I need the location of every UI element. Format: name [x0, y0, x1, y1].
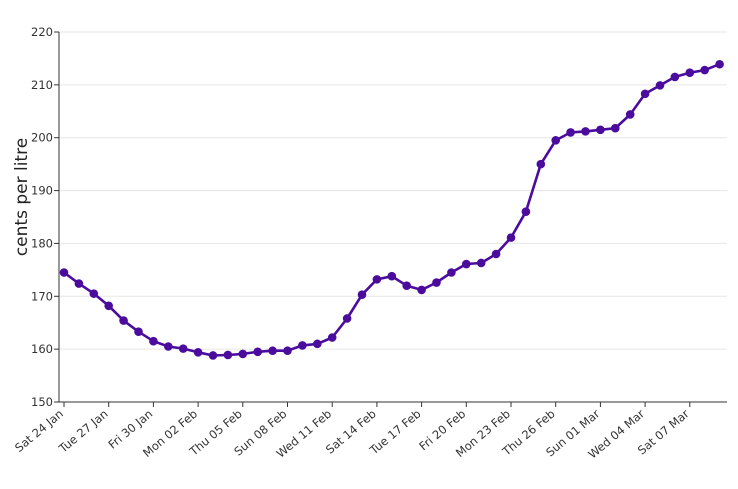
y-axis-ticks: 150 160 170 180 190 200 210 220: [31, 25, 59, 409]
data-point: [193, 348, 203, 357]
data-point: [298, 341, 307, 350]
y-axis-title: cents per litre: [12, 138, 32, 256]
y-tick-label: 180: [31, 236, 53, 250]
data-point: [476, 258, 486, 268]
y-tick-label: 170: [31, 289, 53, 303]
y-tick-label: 190: [31, 184, 53, 198]
data-point: [89, 289, 99, 298]
data-point: [313, 339, 322, 349]
data-point: [491, 249, 501, 259]
y-tick-label: 160: [31, 342, 53, 356]
data-point: [625, 110, 635, 119]
y-tick-label: 150: [31, 395, 53, 409]
data-point: [283, 346, 292, 356]
data-point: [536, 159, 546, 169]
data-point: [581, 127, 590, 136]
series-line: [62, 62, 721, 357]
data-point: [164, 342, 173, 351]
grid-lines: [59, 31, 727, 350]
data-point: [417, 285, 426, 295]
data-point: [357, 290, 367, 300]
y-tick-label: 200: [31, 131, 53, 145]
axes: [58, 32, 727, 403]
series-price: [59, 59, 724, 360]
data-point: [178, 344, 188, 353]
data-point: [506, 233, 516, 242]
data-point: [640, 89, 650, 99]
data-point: [223, 350, 233, 360]
data-point: [402, 281, 412, 291]
data-point: [149, 336, 158, 346]
data-point: [238, 349, 248, 359]
data-point: [387, 271, 397, 281]
data-point: [372, 275, 382, 284]
data-point: [462, 259, 471, 269]
data-point: [104, 301, 113, 311]
data-point: [715, 59, 724, 69]
data-point: [327, 333, 337, 342]
data-point: [119, 316, 128, 325]
data-point: [342, 314, 352, 323]
y-tick-label: 220: [31, 25, 53, 39]
data-point: [685, 68, 695, 77]
data-point: [566, 128, 575, 137]
y-tick-label: 210: [31, 78, 53, 92]
data-point: [208, 351, 218, 360]
data-point: [432, 278, 441, 287]
data-point: [670, 72, 680, 82]
data-point: [59, 268, 69, 277]
data-point: [551, 136, 560, 145]
data-point: [268, 346, 277, 356]
data-point: [74, 279, 84, 288]
data-point: [253, 347, 262, 357]
data-point: [521, 207, 531, 217]
data-point: [700, 65, 709, 75]
data-point: [447, 268, 456, 277]
data-point: [596, 125, 605, 135]
data-point: [134, 327, 143, 337]
x-tick-label: Tue 27 Jan: [55, 407, 110, 457]
data-point: [611, 123, 620, 133]
data-point: [655, 81, 665, 90]
